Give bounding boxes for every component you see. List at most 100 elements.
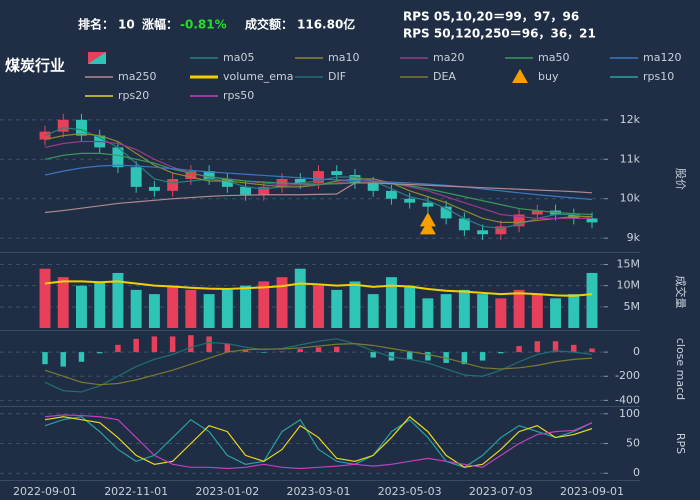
rps-line-2: RPS 50,120,250＝96，36，21 — [403, 27, 596, 41]
bar — [78, 352, 85, 362]
series-line — [44, 164, 593, 201]
x-tick-label: 2023-07-03 — [469, 485, 533, 498]
y-axis-label: 股价 — [674, 168, 687, 190]
series-line — [44, 182, 593, 214]
bar — [571, 344, 577, 353]
bar — [498, 352, 504, 354]
bar — [315, 347, 322, 353]
y-axis-label: RPS — [674, 433, 687, 454]
candle-body — [167, 179, 179, 191]
bar — [552, 341, 559, 353]
candle-body — [404, 198, 416, 203]
bar — [75, 285, 87, 328]
bar — [458, 289, 470, 328]
bar — [513, 289, 525, 328]
candle-body — [531, 210, 543, 215]
change-label: 涨幅： — [142, 17, 178, 32]
series-line — [44, 338, 593, 393]
bar — [240, 285, 252, 328]
y-tick-label: 50 — [626, 437, 640, 450]
y-tick-label: 12k — [620, 113, 641, 126]
legend-label: rps50 — [223, 89, 254, 102]
legend-label: DIF — [328, 70, 346, 83]
candle-body — [331, 171, 343, 176]
y-tick-label: 9k — [627, 231, 641, 244]
bar — [333, 346, 340, 353]
x-tick-label: 2022-11-01 — [104, 485, 168, 498]
series-line — [44, 140, 592, 220]
y-tick-label: 10M — [617, 279, 641, 292]
bar — [568, 294, 580, 328]
bar — [94, 281, 106, 328]
candle-body — [57, 119, 69, 132]
bar — [367, 294, 379, 328]
candle-body — [586, 218, 598, 223]
bar — [151, 336, 158, 353]
bar — [242, 349, 249, 353]
bar — [461, 352, 468, 365]
bar — [258, 281, 270, 328]
candle-body — [221, 179, 233, 187]
series-line — [44, 416, 593, 468]
y-tick-label: 0 — [633, 345, 640, 358]
legend-label: DEA — [433, 70, 456, 83]
bar — [479, 352, 486, 361]
legend-label: rps20 — [118, 89, 149, 102]
y-axis-label: close macd — [674, 338, 687, 400]
page-title: 煤炭行业 — [5, 57, 65, 75]
series-line — [44, 127, 593, 229]
bar — [313, 285, 324, 328]
bar — [495, 298, 507, 328]
rank-label: 排名： — [78, 17, 114, 32]
legend-label: ma10 — [328, 51, 359, 64]
bar — [167, 285, 179, 328]
candle-body — [203, 171, 215, 179]
x-tick-label: 2023-01-02 — [195, 485, 259, 498]
candle-body — [440, 206, 452, 219]
candle-body — [422, 202, 434, 207]
bar — [297, 349, 304, 353]
bar — [169, 336, 176, 353]
legend-label: buy — [538, 70, 559, 83]
bar — [57, 277, 69, 328]
turnover-label: 成交额： — [245, 17, 293, 32]
x-tick-label: 2023-05-03 — [378, 485, 442, 498]
legend-swatch — [512, 69, 528, 83]
candle-body — [130, 167, 142, 187]
bar — [477, 294, 489, 328]
bar — [422, 298, 434, 328]
bar — [42, 352, 48, 365]
candle-body — [495, 226, 507, 235]
legend-label: ma05 — [223, 51, 254, 64]
bar — [349, 281, 361, 328]
y-tick-label: 11k — [620, 152, 641, 165]
series-line — [44, 152, 593, 216]
bar — [406, 352, 413, 360]
y-tick-label: 10k — [620, 192, 641, 205]
x-tick-label: 2023-03-01 — [287, 485, 351, 498]
candle-body — [385, 190, 397, 199]
legend-label: rps10 — [643, 70, 674, 83]
bar — [550, 298, 562, 328]
bar — [516, 346, 522, 353]
y-tick-label: 100 — [619, 407, 640, 420]
bar — [331, 289, 343, 328]
legend-candle-icon — [88, 52, 106, 64]
bar — [133, 338, 139, 353]
legend-label: ma20 — [433, 51, 464, 64]
candle-body — [477, 230, 489, 235]
bar — [425, 352, 431, 361]
bar — [39, 268, 51, 328]
buy-marker — [419, 212, 436, 235]
change: -0.81% — [180, 18, 227, 32]
bar — [385, 277, 397, 328]
legend-label: ma120 — [643, 51, 681, 64]
bar — [96, 352, 103, 354]
candle-body — [513, 214, 525, 227]
bar — [206, 336, 212, 353]
candle-body — [258, 186, 270, 195]
candle-body — [294, 179, 306, 183]
bar — [586, 272, 598, 328]
series-line — [44, 280, 593, 297]
